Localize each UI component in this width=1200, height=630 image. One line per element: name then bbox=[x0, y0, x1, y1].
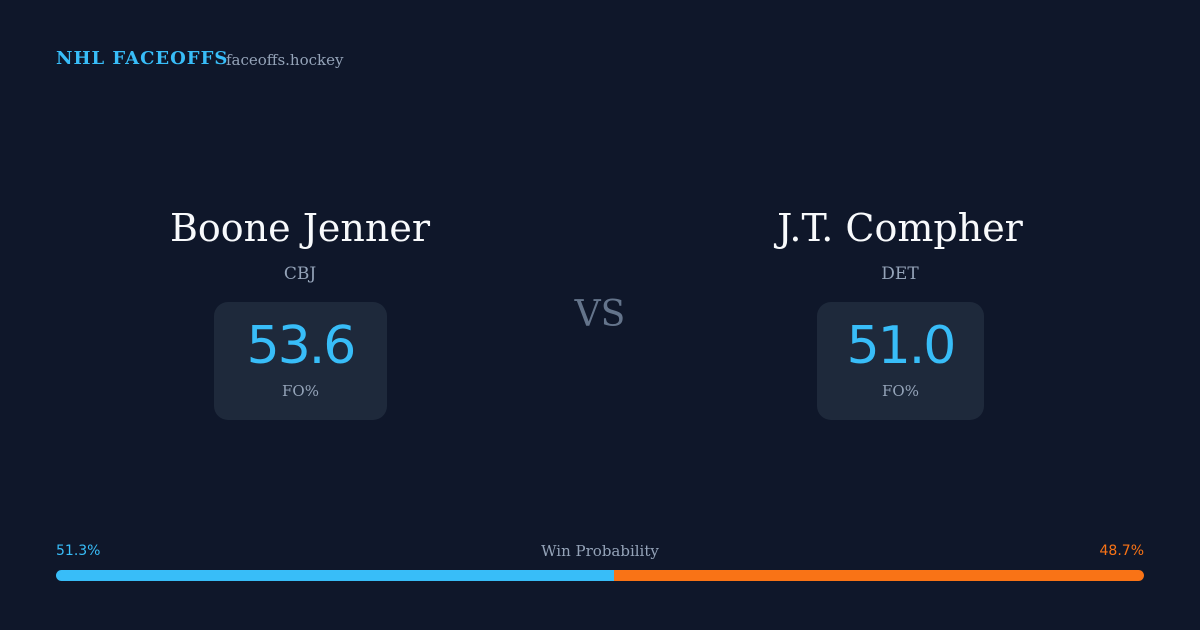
win-prob-title: Win Probability bbox=[541, 542, 659, 560]
stat-box: 53.6 FO% bbox=[214, 302, 387, 420]
site: faceoffs.hockey bbox=[226, 51, 344, 69]
vs: VS bbox=[574, 294, 626, 335]
bar-segment bbox=[56, 570, 615, 581]
win-prob-right: 48.7% bbox=[1099, 543, 1144, 559]
player-team: CBJ bbox=[283, 264, 317, 284]
stat-box: 51.0 FO% bbox=[817, 302, 984, 420]
player-right: J.T. Compher DET 51.0 FO% bbox=[700, 0, 1100, 630]
fo-value: 51.0 bbox=[846, 316, 957, 376]
fo-label: FO% bbox=[882, 382, 919, 400]
player-left: Boone Jenner CBJ 53.6 FO% bbox=[100, 0, 500, 630]
player-name: Boone Jenner bbox=[169, 206, 431, 250]
win-prob-bar bbox=[56, 570, 1144, 581]
win-prob-left: 51.3% bbox=[56, 543, 101, 559]
player-name: J.T. Compher bbox=[777, 206, 1023, 250]
fo-value: 53.6 bbox=[246, 316, 357, 376]
bar-segment bbox=[614, 570, 1144, 581]
player-team: DET bbox=[881, 264, 919, 284]
brand: NHL FACEOFFS bbox=[56, 48, 229, 69]
fo-label: FO% bbox=[282, 382, 319, 400]
